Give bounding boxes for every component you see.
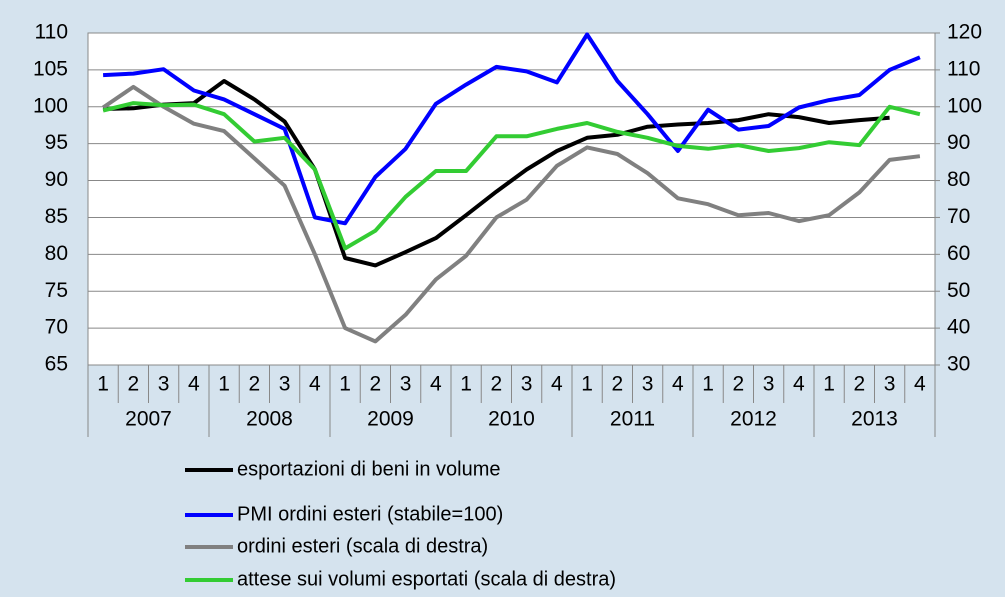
group-label: 2011 [610,408,655,431]
x-tick-label: 4 [309,373,321,396]
y-tick-label: 105 [33,57,68,80]
x-tick-label: 1 [218,373,230,396]
y-tick-label: 110 [35,21,68,44]
x-tick-label: 3 [279,373,291,396]
y-tick-label: 90 [45,168,68,191]
y-tick-label: 65 [45,353,68,376]
legend-label: ordini esteri (scala di destra) [237,535,488,557]
legend-label: esportazioni di beni in volume [237,458,501,480]
y2-tick-label: 110 [947,57,980,80]
y-tick-label: 70 [45,316,68,339]
x-tick-label: 1 [581,373,593,396]
y-tick-label: 95 [45,131,68,154]
x-tick-label: 1 [702,373,714,396]
x-tick-label: 4 [188,373,200,396]
x-tick-label: 4 [672,373,684,396]
group-label: 2007 [125,408,172,431]
y2-tick-label: 120 [947,21,982,44]
x-tick-label: 4 [430,373,442,396]
series-line [102,101,921,251]
x-tick-label: 4 [551,373,563,396]
x-tick-label: 2 [128,373,140,396]
y2-tick-label: 70 [947,205,970,228]
x-tick-label: 2 [491,373,503,396]
x-tick-label: 1 [97,373,109,396]
series-line [103,79,890,268]
x-tick-label: 2 [854,373,866,396]
y-tick-label: 80 [45,242,68,265]
group-label: 2010 [488,408,535,431]
x-tick-label: 2 [612,373,624,396]
y2-tick-label: 80 [947,168,970,191]
x-tick-label: 3 [642,373,654,396]
y2-tick-label: 100 [947,94,982,117]
x-tick-label: 3 [521,373,533,396]
group-label: 2012 [730,408,777,431]
y-tick-label: 75 [45,279,68,302]
group-label: 2013 [851,408,898,431]
y2-tick-label: 50 [947,279,970,302]
y2-tick-label: 40 [947,316,970,339]
y-tick-label: 85 [45,205,68,228]
x-tick-label: 3 [158,373,170,396]
series-line [103,32,921,226]
plot-area [87,32,936,366]
x-tick-label: 2 [370,373,382,396]
x-tick-label: 3 [884,373,896,396]
series-line [101,84,921,344]
x-tick-label: 1 [823,373,835,396]
legend-label: attese sui volumi esportati (scala di de… [237,568,616,590]
x-tick-label: 4 [914,373,926,396]
y2-tick-label: 90 [947,131,970,154]
group-label: 2008 [246,408,293,431]
x-tick-label: 2 [249,373,261,396]
x-tick-label: 1 [460,373,472,396]
y-tick-label: 100 [33,94,68,117]
group-label: 2009 [367,408,414,431]
x-tick-label: 2 [733,373,745,396]
x-tick-label: 1 [339,373,351,396]
x-tick-label: 3 [763,373,775,396]
x-tick-label: 4 [793,373,805,396]
x-tick-label: 3 [400,373,412,396]
y2-tick-label: 60 [947,242,970,265]
y2-tick-label: 30 [947,353,970,376]
legend-label: PMI ordini esteri (stabile=100) [237,503,503,525]
